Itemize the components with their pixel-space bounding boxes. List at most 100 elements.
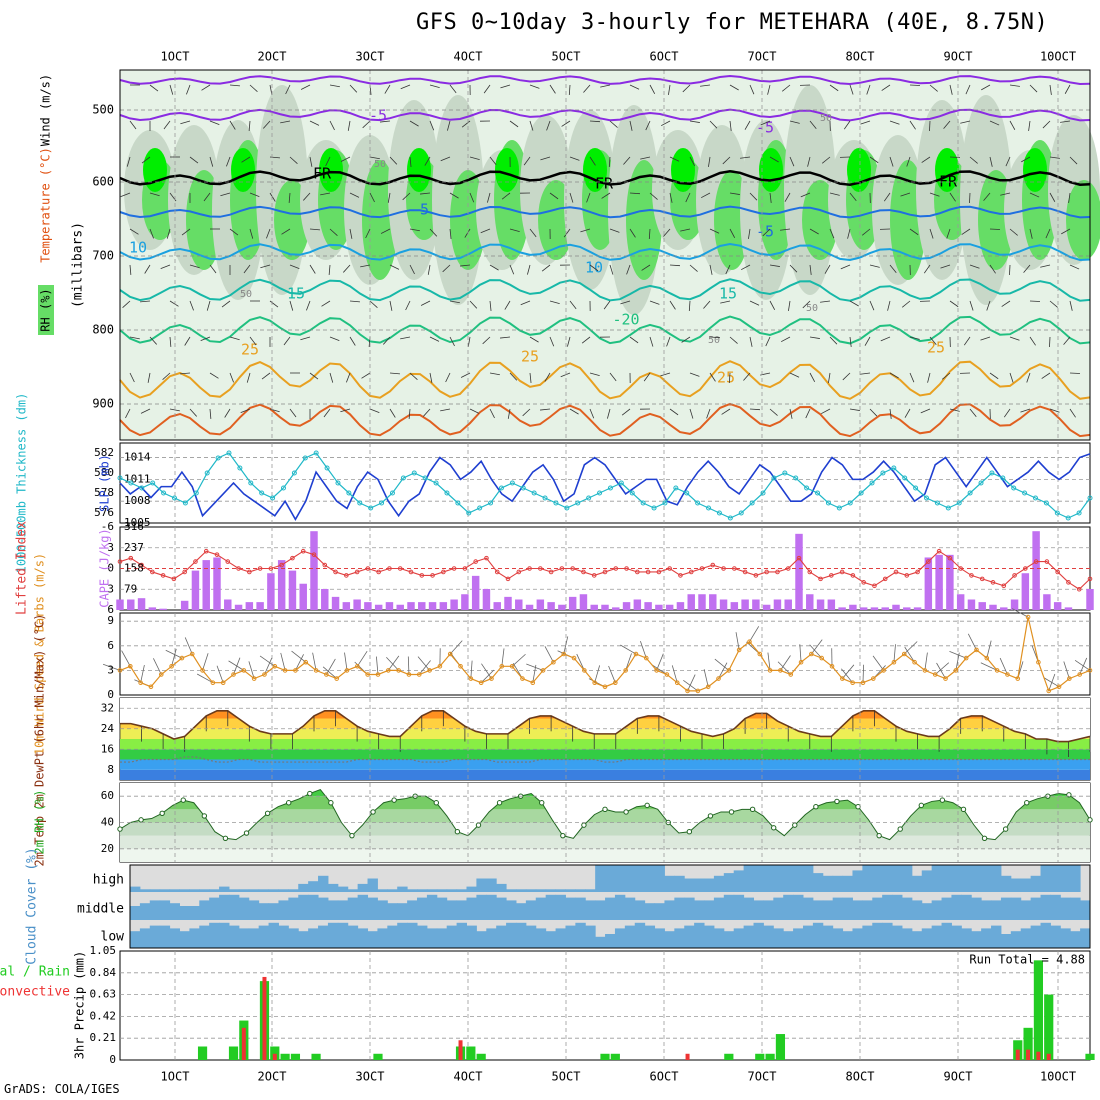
cloud-cell: [426, 928, 438, 948]
upper-wind-barb: [769, 264, 780, 267]
wind10-point: [251, 676, 257, 681]
wind10-point: [1015, 676, 1021, 681]
cape-bar: [407, 602, 415, 610]
upper-wind-barb: [780, 336, 791, 343]
li-point: [667, 566, 672, 571]
upper-wind-barb: [869, 408, 878, 417]
cloud-cell: [466, 897, 477, 920]
upper-wind-barb: [461, 120, 471, 128]
upper-wind-barb: [203, 192, 211, 202]
rh2m-point: [813, 804, 819, 810]
wind10-point: [499, 664, 505, 669]
upper-wind-barb: [1023, 264, 1031, 273]
upper-wind-barb: [629, 336, 639, 344]
wind10-barb: [140, 665, 145, 683]
thickness-point: [477, 505, 483, 511]
upper-wind-barb: [866, 84, 871, 95]
wind10-barb: [326, 658, 336, 675]
temp-color-band: [120, 759, 1090, 770]
upper-wind-barb: [648, 228, 651, 240]
precip-y-tick: 1.05: [90, 944, 117, 957]
upper-wind-barb: [645, 120, 651, 131]
upper-wind-barb: [449, 192, 459, 199]
li-point: [247, 569, 252, 575]
upper-wind-barb: [780, 228, 791, 231]
wind10-point: [912, 659, 917, 665]
wind-ylabel: 10m Wind Speed & Barbs (m/s): [33, 553, 47, 755]
upper-wind-barb: [529, 120, 534, 131]
upper-air-ylabel-temp: Temperature (°C): [39, 147, 53, 263]
upper-wind-barb: [800, 192, 811, 198]
cloud-cell: [476, 878, 487, 892]
cloud-cell: [614, 894, 626, 920]
wind10-point: [293, 668, 298, 673]
upper-wind-barb: [1042, 120, 1051, 129]
upper-wind-barb: [460, 372, 471, 378]
upper-wind-barb: [788, 300, 791, 311]
cloud-cell: [773, 897, 784, 920]
thickness-point: [880, 470, 886, 476]
wind10-point: [520, 676, 525, 681]
cloud-cell: [595, 865, 606, 892]
li-point: [732, 566, 737, 571]
wind10-point: [829, 664, 835, 669]
upper-wind-barb: [906, 156, 911, 167]
cloud-cell: [209, 889, 220, 892]
upper-wind-barb: [309, 228, 320, 231]
upper-wind-barb: [226, 156, 231, 167]
li-point: [742, 569, 748, 575]
upper-wind-barb: [229, 120, 236, 130]
x-axis-top-label: 8OCT: [846, 50, 875, 64]
cloud-cell: [228, 889, 240, 892]
upper-wind-barb: [541, 264, 551, 272]
upper-wind-barb: [504, 300, 511, 310]
upper-wind-barb: [166, 228, 171, 239]
rh-legend-swatch: [38, 285, 54, 335]
cloud-cell: [397, 922, 408, 948]
wind10-barb: [102, 663, 121, 671]
rh2m-point: [1087, 817, 1093, 823]
precip-y-tick: 0.42: [90, 1009, 117, 1022]
upper-wind-barb: [343, 264, 351, 273]
wind10-point: [602, 684, 608, 690]
upper-wind-barb: [669, 300, 676, 310]
wind10-point: [148, 684, 154, 690]
temp-color-band: [120, 739, 1090, 750]
upper-wind-barb: [843, 120, 851, 130]
upper-wind-barb: [703, 300, 711, 309]
upper-wind-barb: [909, 120, 916, 130]
li-point: [1087, 576, 1093, 582]
upper-wind-barb: [1009, 372, 1014, 383]
cloud-cell: [327, 900, 339, 920]
wind10-barb: [1012, 608, 1029, 618]
cloud-cell: [337, 886, 349, 892]
upper-wind-barb: [442, 264, 451, 273]
upper-wind-barb: [640, 156, 651, 160]
upper-wind-barb: [1069, 300, 1073, 311]
upper-wind-barb: [949, 156, 961, 158]
cloud-cell: [793, 865, 804, 892]
upper-wind-barb: [784, 192, 791, 202]
cloud-cell: [773, 865, 784, 892]
rh2m-band: [120, 848, 1090, 862]
wind10-point: [365, 672, 370, 677]
rh2m-point: [243, 830, 250, 836]
upper-wind-barb: [328, 264, 331, 275]
x-axis-top-label: 3OCT: [356, 50, 385, 64]
upper-wind-barb: [623, 156, 631, 165]
upper-wind-barb: [949, 300, 959, 308]
thickness-point: [1054, 510, 1060, 516]
upper-wind-barb: [709, 120, 718, 129]
upper-wind-barb: [281, 228, 291, 235]
cloud-cell: [357, 883, 369, 892]
cape-y-tick: 158: [124, 562, 144, 575]
thickness-point: [400, 475, 406, 481]
upper-wind-barb: [149, 84, 159, 92]
upper-wind-barb: [980, 336, 991, 341]
li-point: [581, 569, 586, 575]
upper-wind-barb: [469, 156, 480, 160]
wind10-point: [613, 680, 618, 686]
upper-wind-barb: [1041, 372, 1051, 379]
precip-legend-conv: Convective: [0, 985, 70, 1000]
upper-wind-barb: [1026, 372, 1031, 383]
